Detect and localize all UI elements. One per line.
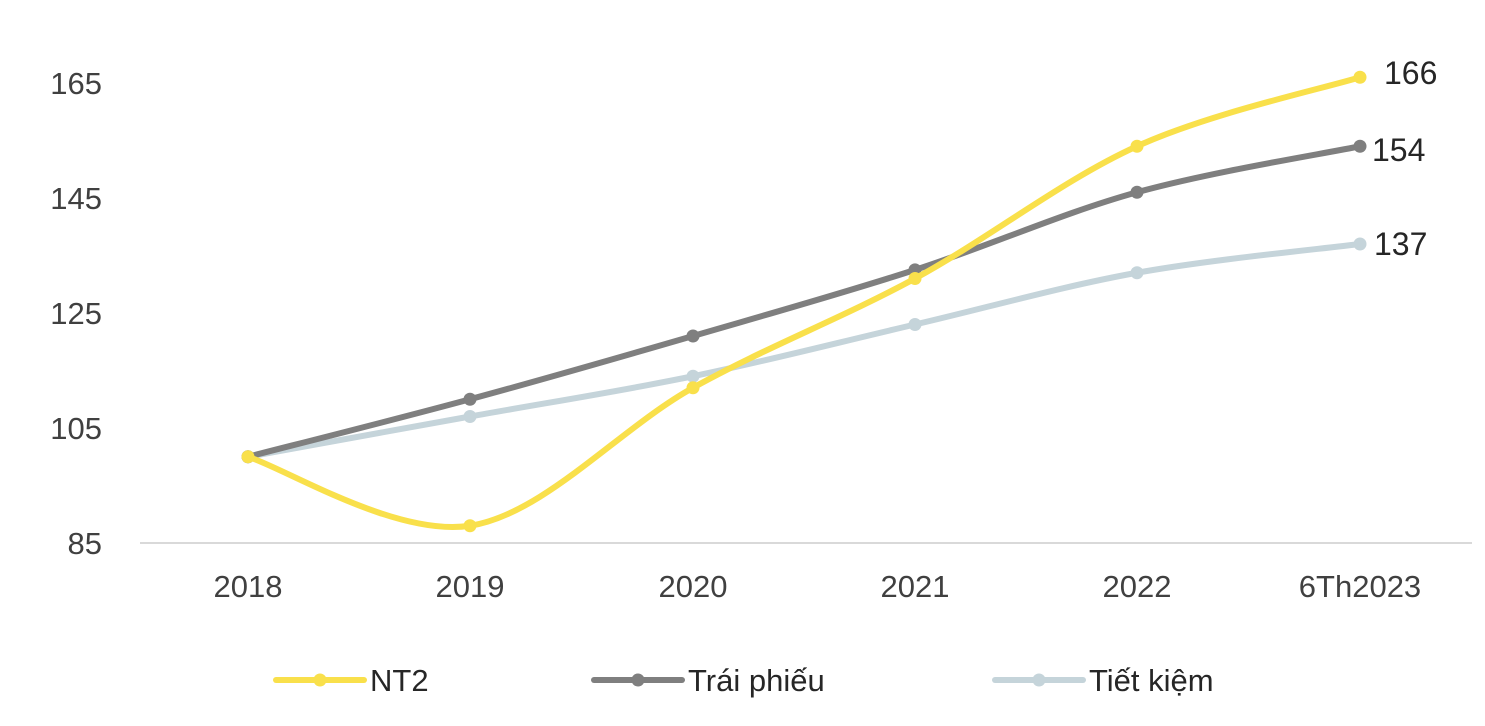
series-point	[463, 392, 477, 406]
y-tick-label: 165	[50, 66, 102, 101]
series-point	[686, 381, 700, 395]
x-tick-label: 2020	[659, 569, 728, 604]
x-tick-label: 2022	[1103, 569, 1172, 604]
legend-swatch-marker	[631, 673, 645, 687]
series-end-label: 166	[1384, 55, 1437, 91]
legend-label: NT2	[370, 663, 429, 698]
y-tick-label: 145	[50, 181, 102, 216]
y-tick-label: 125	[50, 296, 102, 331]
series-layer	[241, 70, 1367, 533]
series-line	[245, 74, 1363, 530]
series-point	[463, 519, 477, 533]
end-value-labels: 166 154 137	[1372, 55, 1437, 262]
series-point	[908, 272, 922, 285]
legend-label: Tiết kiệm	[1089, 663, 1214, 698]
series-1	[241, 139, 1367, 464]
series-point	[1353, 237, 1367, 251]
x-tick-label: 2018	[214, 569, 283, 604]
series-point	[1130, 266, 1144, 280]
legend-swatch-marker	[313, 673, 327, 687]
y-tick-label: 105	[50, 411, 102, 446]
series-point	[686, 369, 700, 383]
x-axis-tick-labels: 2018 2019 2020 2021 2022 6Th2023	[214, 569, 1422, 604]
series-point	[1353, 70, 1367, 84]
series-point	[686, 329, 700, 343]
series-point	[908, 318, 922, 331]
series-point	[1130, 185, 1144, 199]
series-point	[1130, 139, 1144, 153]
legend: NT2 Trái phiếu Tiết kiệm	[273, 663, 1214, 698]
x-tick-label: 6Th2023	[1299, 569, 1421, 604]
series-0	[241, 70, 1367, 533]
series-line	[245, 241, 1363, 460]
legend-item: Tiết kiệm	[992, 663, 1214, 698]
legend-label: Trái phiếu	[688, 663, 825, 698]
legend-item: Trái phiếu	[591, 663, 825, 698]
series-line	[245, 143, 1363, 460]
x-tick-label: 2019	[436, 569, 505, 604]
y-tick-label: 85	[68, 526, 102, 561]
series-end-label: 137	[1374, 226, 1427, 262]
x-tick-label: 2021	[881, 569, 950, 604]
legend-item: NT2	[273, 663, 429, 698]
series-point	[241, 450, 255, 464]
series-point	[463, 410, 477, 423]
series-2	[241, 237, 1367, 464]
series-end-label: 154	[1372, 132, 1425, 168]
legend-swatch-marker	[1032, 673, 1046, 687]
y-axis-tick-labels: 85 105 125 145 165	[50, 66, 102, 561]
series-point	[1353, 139, 1367, 153]
